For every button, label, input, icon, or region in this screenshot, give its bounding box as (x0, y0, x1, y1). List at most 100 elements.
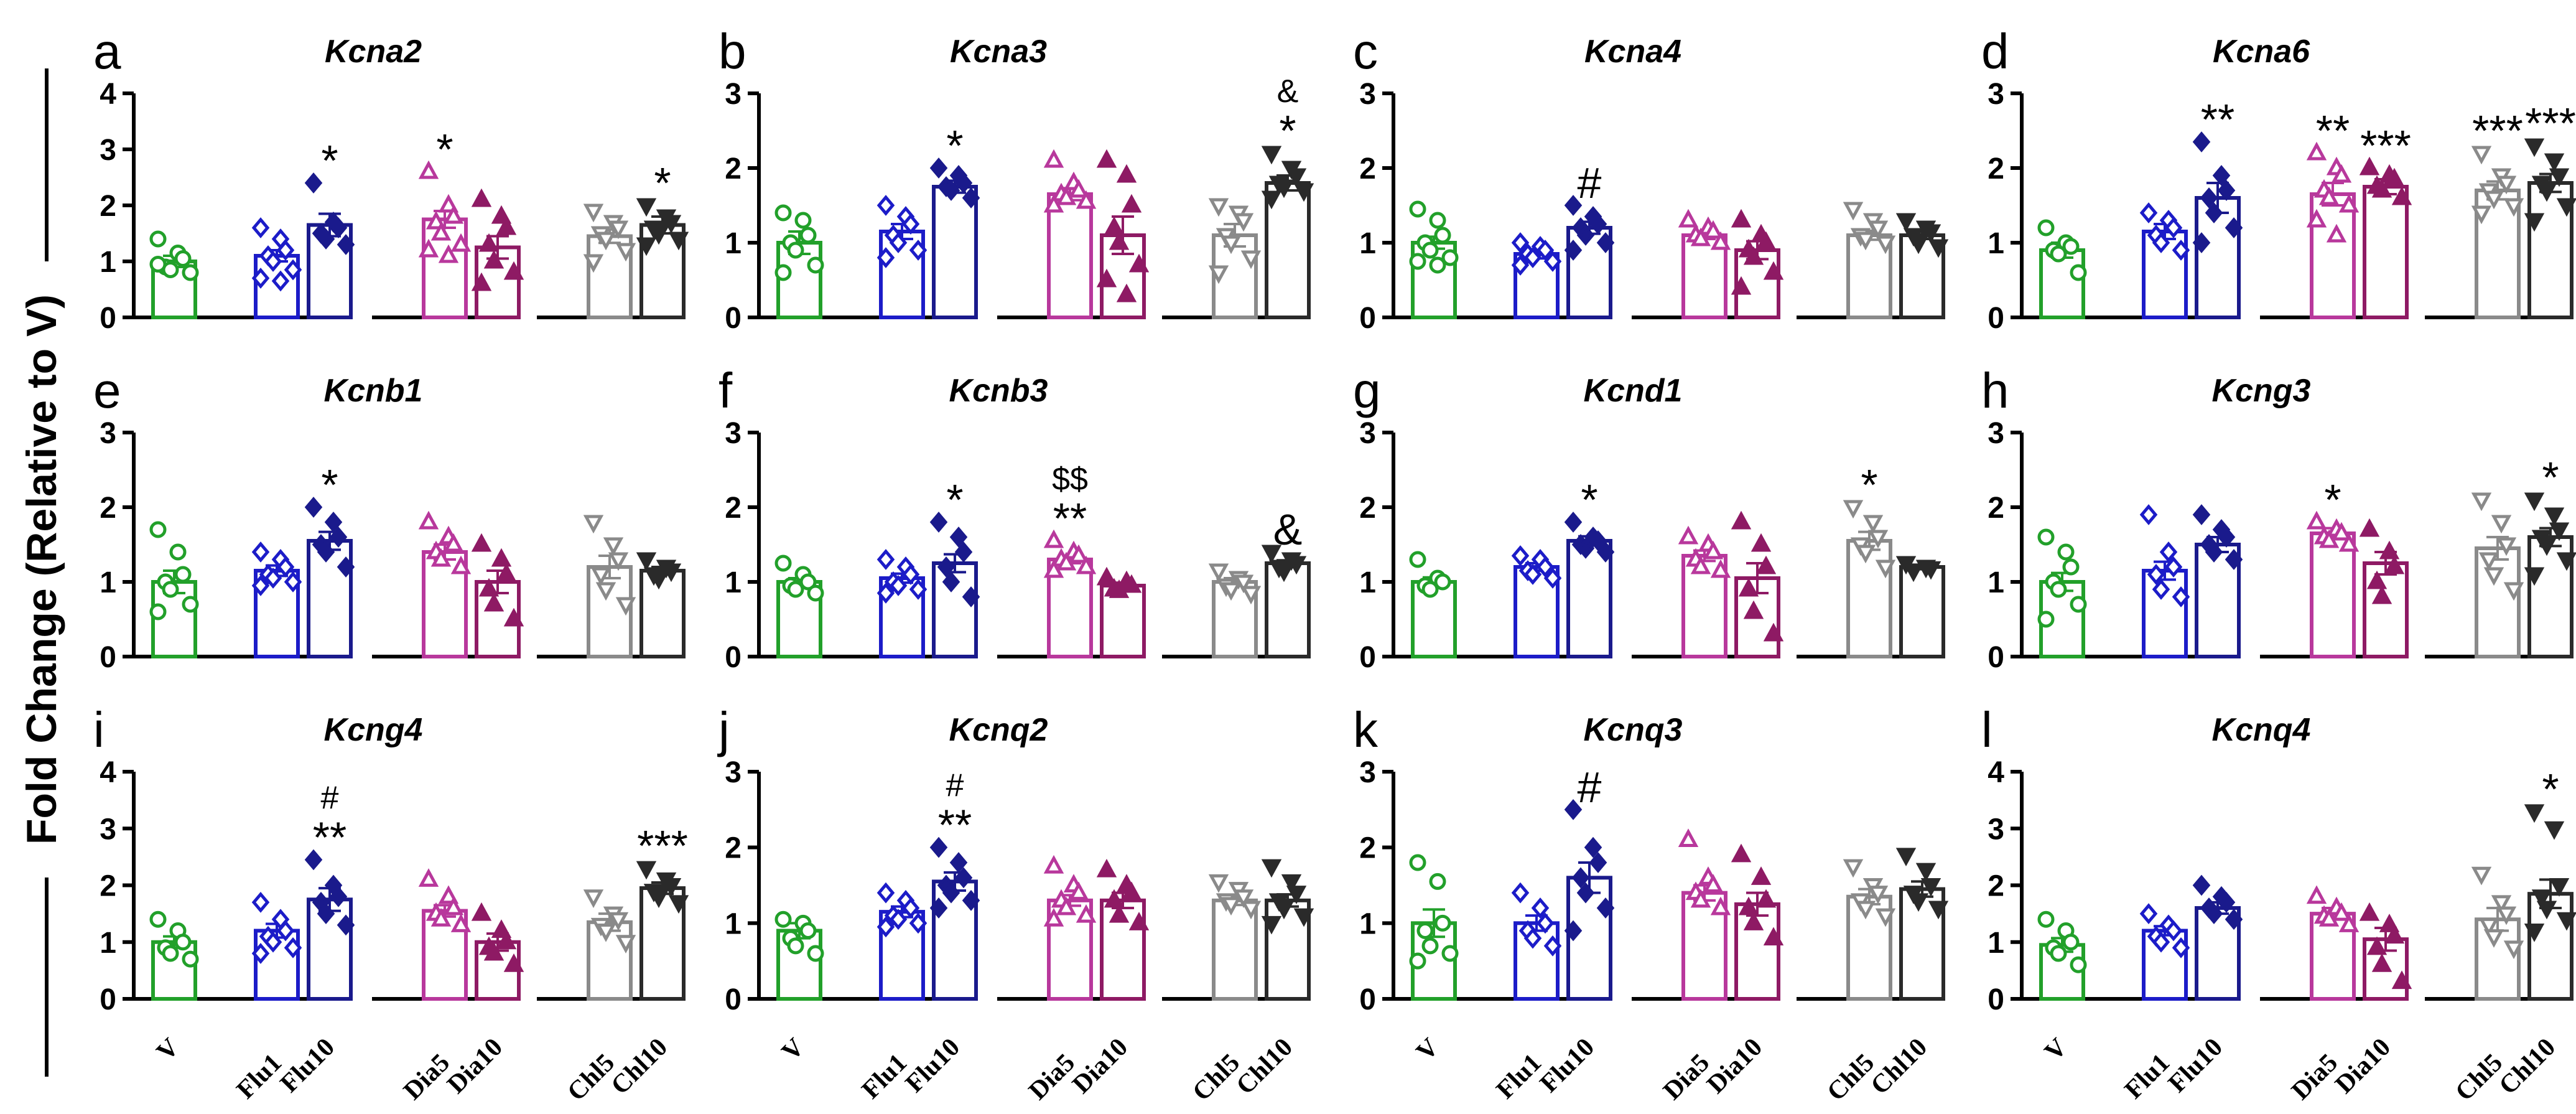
data-point (807, 945, 824, 962)
data-point (1531, 897, 1550, 919)
data-point (1221, 582, 1242, 601)
data-point (443, 533, 464, 552)
data-point (1710, 896, 1731, 915)
data-point (2070, 264, 2087, 281)
data-point (2524, 567, 2545, 586)
data-point (2549, 878, 2570, 897)
data-point (2471, 205, 2492, 225)
data-point (251, 943, 270, 964)
data-point (1293, 183, 1314, 202)
panel-letter: g (1353, 363, 1381, 418)
data-point (430, 222, 452, 241)
data-point (251, 892, 270, 913)
data-point (2326, 223, 2347, 243)
data-point (1128, 253, 1150, 273)
data-point (1056, 896, 1077, 915)
data-point (337, 914, 355, 936)
data-point (799, 573, 817, 591)
data-point (962, 187, 980, 208)
data-point (182, 264, 199, 281)
bar-Dia5 (1047, 192, 1093, 319)
data-point (2306, 141, 2327, 161)
significance-mark: * (946, 475, 963, 524)
data-point (876, 195, 895, 216)
data-point (1076, 555, 1097, 574)
data-point (1043, 854, 1064, 874)
panel-letter: f (718, 363, 733, 418)
data-point (2062, 558, 2080, 576)
y-tick-label: 2 (725, 492, 742, 525)
data-point (2544, 153, 2565, 172)
data-point (1511, 882, 1530, 904)
data-point (1703, 220, 1724, 239)
data-point (2070, 956, 2087, 973)
data-point (1743, 600, 1764, 619)
data-point (2225, 549, 2243, 570)
significance-mark: *** (2360, 121, 2411, 170)
data-point (929, 512, 948, 533)
data-point (2331, 522, 2352, 541)
data-point (2478, 552, 2499, 571)
data-point (1523, 927, 1542, 949)
gene-title: Kcnb1 (324, 373, 423, 409)
significance-mark: ** (938, 801, 972, 850)
data-point (1867, 886, 1889, 904)
data-point (2384, 925, 2405, 944)
data-point (1511, 545, 1530, 566)
data-point (949, 852, 968, 873)
data-point (284, 259, 302, 281)
data-point (1043, 529, 1064, 548)
y-tick-label: 2 (100, 492, 116, 525)
data-point (1875, 908, 1896, 927)
data-point (901, 213, 920, 235)
data-point (1564, 195, 1583, 216)
data-point (1903, 563, 1924, 583)
data-point (2471, 146, 2492, 165)
data-point (496, 563, 517, 582)
data-point (1208, 198, 1229, 217)
data-point (251, 575, 270, 596)
data-point (1843, 500, 1864, 519)
data-point (1928, 239, 1949, 258)
data-point (471, 188, 492, 207)
data-point (807, 256, 824, 274)
data-point (2491, 895, 2512, 914)
significance-mark: * (436, 125, 453, 174)
significance-mark: * (321, 136, 338, 185)
data-point (2483, 190, 2504, 210)
data-point (174, 566, 192, 583)
gene-title: Kcnd1 (1584, 373, 1683, 409)
data-point (2152, 931, 2170, 953)
data-point (1096, 566, 1117, 586)
data-point (1293, 908, 1314, 927)
data-point (1511, 232, 1530, 253)
data-point (2205, 541, 2223, 563)
data-point (2212, 165, 2231, 186)
data-point (774, 555, 792, 572)
y-tick-label: 2 (100, 870, 116, 903)
y-tick-label: 0 (725, 641, 742, 674)
data-point (603, 537, 624, 556)
data-point (264, 251, 282, 272)
data-point (774, 204, 792, 222)
data-point (901, 897, 920, 919)
data-point (483, 592, 505, 612)
data-point (1690, 889, 1711, 908)
data-point (954, 172, 973, 194)
significance-mark: # (1578, 159, 1602, 207)
data-point (1043, 908, 1064, 927)
significance-mark: * (2542, 765, 2559, 813)
y-tick-label: 2 (725, 832, 742, 865)
data-point (2483, 567, 2504, 586)
data-point (1096, 268, 1117, 288)
data-point (483, 942, 505, 961)
data-point (1710, 559, 1731, 578)
data-point (1441, 249, 1459, 266)
significance-mark: * (654, 159, 671, 207)
data-point (438, 885, 459, 904)
data-point (1240, 586, 1262, 605)
data-point (471, 533, 492, 552)
data-point (2225, 217, 2243, 238)
